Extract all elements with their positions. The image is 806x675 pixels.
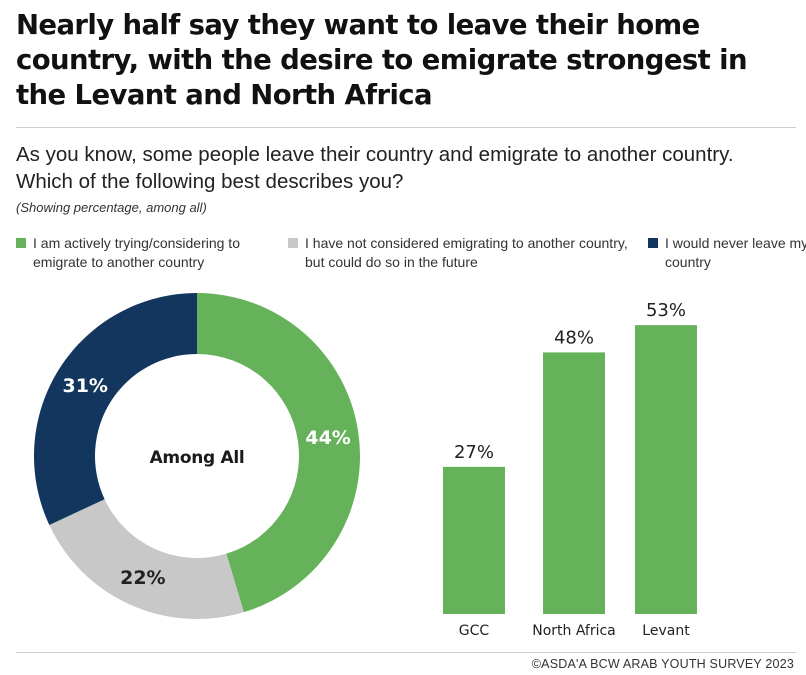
donut-slice-2 [34, 293, 197, 526]
donut-slice-1 [49, 499, 244, 619]
bar-value-label: 53% [646, 300, 686, 321]
bar-category-label: Levant [642, 623, 690, 639]
bar-gcc [443, 466, 505, 614]
top-divider [16, 127, 796, 128]
bottom-divider [16, 652, 796, 653]
legend-item-emigrate: I am actively trying/considering to emig… [16, 234, 283, 272]
legend-label: I am actively trying/considering to emig… [33, 235, 240, 270]
chart-subtitle: (Showing percentage, among all) [16, 200, 207, 215]
legend-label: I would never leave my country [665, 235, 806, 270]
donut-slice-label-1: 22% [120, 567, 165, 589]
bar-category-label: GCC [459, 623, 490, 639]
bar-category-label: North Africa [532, 623, 616, 639]
legend-label: I have not considered emigrating to anot… [305, 235, 628, 270]
chart-title: Nearly half say they want to leave their… [16, 9, 748, 111]
legend-item-never-leave: I would never leave my country [648, 234, 806, 272]
legend-swatch-green [16, 238, 26, 248]
donut-slice-0 [197, 293, 360, 613]
source-footer: ©ASDA'A BCW ARAB YOUTH SURVEY 2023 [531, 657, 794, 671]
bar-chart: 27% GCC 48% North Africa 53% Levant [443, 300, 697, 639]
donut-slice-label-2: 31% [62, 375, 107, 397]
bar-value-label: 27% [454, 442, 494, 463]
survey-question: As you know, some people leave their cou… [16, 143, 734, 193]
legend-swatch-grey [288, 238, 298, 248]
bar-value-label: 48% [554, 327, 594, 348]
donut-chart: 44% 22% 31% Among All [34, 293, 360, 619]
bar-levant [635, 325, 697, 614]
donut-slice-label-0: 44% [305, 427, 350, 449]
legend-swatch-navy [648, 238, 658, 248]
donut-center-label: Among All [150, 448, 245, 468]
legend-item-not-considered: I have not considered emigrating to anot… [288, 234, 650, 272]
bar-north-africa [543, 352, 605, 614]
